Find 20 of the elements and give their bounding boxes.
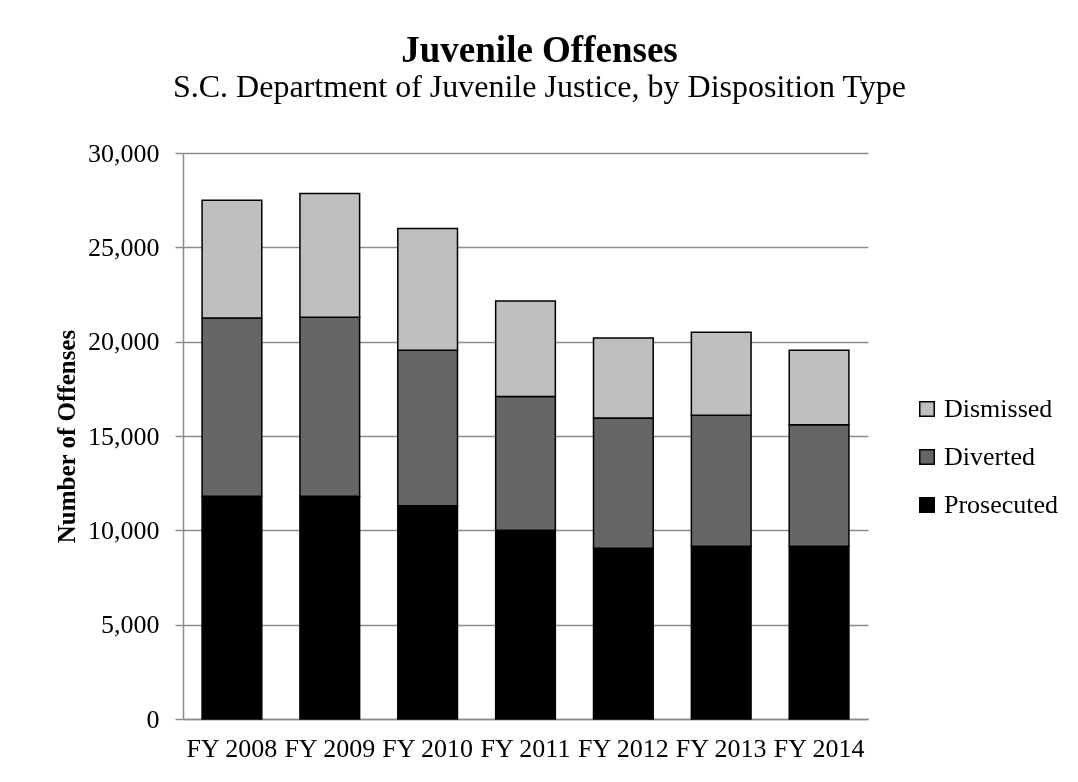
y-tick-label: 15,000	[88, 421, 160, 451]
x-tick-label: FY 2009	[284, 733, 376, 763]
x-tick-label: FY 2014	[773, 733, 865, 763]
x-tick-label: FY 2012	[577, 733, 669, 763]
y-tick-label: 30,000	[88, 138, 160, 168]
x-tick-label: FY 2010	[382, 733, 474, 763]
y-tick-label: 25,000	[88, 232, 160, 262]
legend-label: Prosecuted	[944, 490, 1059, 519]
legend-label: Diverted	[944, 442, 1035, 471]
legend-label: Dismissed	[944, 394, 1053, 423]
x-tick-label: FY 2013	[675, 733, 767, 763]
y-axis-title: Number of Offenses	[53, 329, 80, 544]
chart-subtitle: S.C. Department of Juvenile Justice, by Disposition Type	[172, 68, 907, 104]
y-tick-label: 0	[146, 704, 160, 734]
y-tick-label: 10,000	[88, 515, 160, 545]
y-tick-label: 5,000	[101, 610, 160, 640]
chart-title: Juvenile Offenses	[401, 29, 678, 70]
x-tick-label: FY 2011	[480, 733, 571, 763]
y-tick-label: 20,000	[88, 327, 160, 357]
x-tick-label: FY 2008	[186, 733, 278, 763]
